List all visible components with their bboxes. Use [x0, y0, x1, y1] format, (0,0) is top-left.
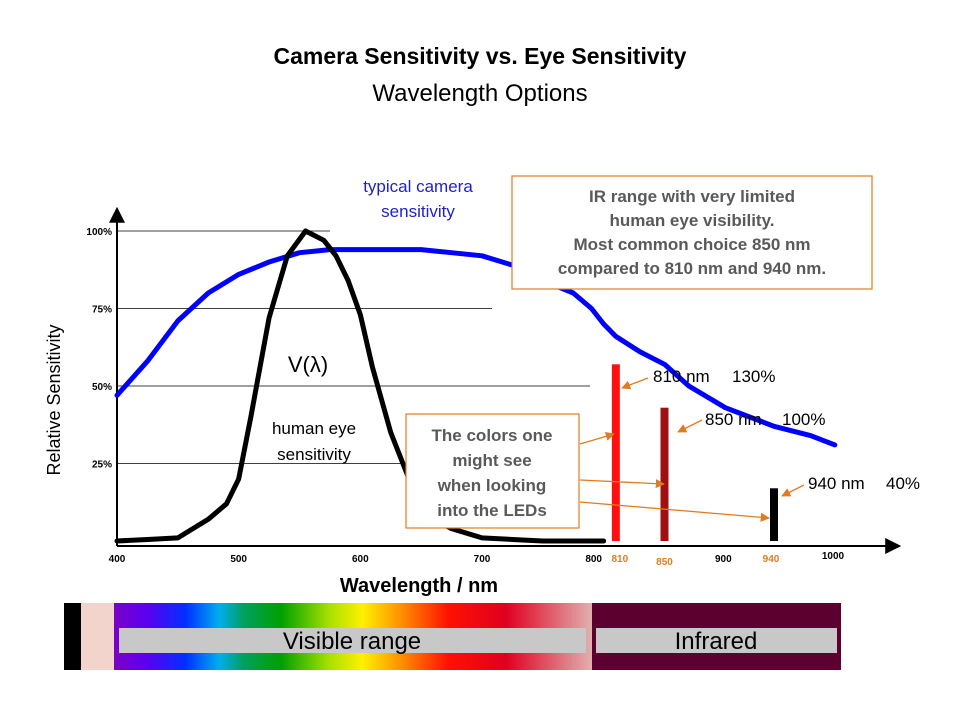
leader-810	[621, 377, 649, 390]
led-940-value: 40%	[886, 474, 920, 493]
led-810-value: 130%	[732, 367, 775, 386]
ir-callout-line1: IR range with very limited	[589, 187, 795, 206]
spectrum-band: Visible range Infrared	[64, 603, 841, 670]
eye-sensitivity-series	[114, 228, 607, 544]
ir-range-callout	[511, 175, 873, 290]
x-tick-label: 400	[109, 554, 126, 565]
arrow-to-810	[579, 431, 615, 445]
y-tick-label: 25%	[92, 460, 112, 471]
camera-sensitivity-series	[114, 247, 838, 448]
led-bar-940	[770, 488, 778, 541]
visible-range-label: Visible range	[283, 628, 421, 655]
visible-range-label-bg	[119, 628, 586, 653]
x-tick-labels: 400 500 600 700 800 810 850 900 940 1000	[109, 551, 845, 568]
led-bars	[611, 364, 778, 541]
arrow-to-850	[579, 479, 665, 489]
spectrum-pale-edge	[81, 603, 114, 670]
colors-callout-line2: might see	[452, 451, 531, 470]
led-850-label: 850 nm	[705, 410, 762, 429]
led-810-label: 810 nm	[653, 367, 710, 386]
leader-940	[781, 484, 805, 497]
colors-callout-line1: The colors one	[432, 426, 553, 445]
y-tick-label: 100%	[86, 227, 112, 238]
y-axis-title: Relative Sensitivity	[44, 324, 64, 475]
y-tick-label: 50%	[92, 382, 112, 393]
infrared-label-bg	[596, 628, 837, 653]
led-colors-callout	[405, 413, 580, 529]
eye-label-line1: human eye	[272, 419, 356, 438]
ir-callout-line3: Most common choice 850 nm	[573, 235, 810, 254]
x-tick-label: 1000	[822, 551, 845, 562]
x-tick-label: 600	[352, 554, 369, 565]
page-title: Camera Sensitivity vs. Eye Sensitivity	[274, 43, 687, 69]
led-bar-850	[660, 407, 669, 541]
x-axis-title: Wavelength / nm	[340, 575, 498, 597]
arrow-to-940	[579, 501, 770, 522]
x-tick-label: 800	[585, 554, 602, 565]
ir-callout-line4: compared to 810 nm and 940 nm.	[558, 259, 826, 278]
ir-callout-line2: human eye visibility.	[609, 211, 774, 230]
y-tick-label: 75%	[92, 305, 112, 316]
y-tick-labels: 25% 50% 75% 100%	[86, 227, 112, 471]
x-tick-label: 700	[474, 554, 491, 565]
x-tick-label: 500	[230, 554, 247, 565]
infrared-label: Infrared	[675, 628, 758, 655]
spectrum-uv-edge	[64, 603, 81, 670]
x-tick-label: 850	[656, 557, 673, 568]
x-tick-label: 940	[763, 554, 780, 565]
camera-label-line2: sensitivity	[381, 202, 455, 221]
camera-label-line1: typical camera	[363, 177, 473, 196]
vlambda-label: V(λ)	[288, 352, 328, 377]
led-940-label: 940 nm	[808, 474, 865, 493]
leader-850	[677, 419, 703, 433]
colors-callout-line3: when looking	[437, 476, 547, 495]
colors-callout-line4: into the LEDs	[437, 501, 547, 520]
x-tick-label: 810	[611, 554, 628, 565]
led-850-value: 100%	[782, 410, 825, 429]
led-bar-810	[611, 364, 620, 541]
page-subtitle: Wavelength Options	[372, 80, 587, 107]
eye-label-line2: sensitivity	[277, 445, 351, 464]
x-tick-label: 900	[715, 554, 732, 565]
